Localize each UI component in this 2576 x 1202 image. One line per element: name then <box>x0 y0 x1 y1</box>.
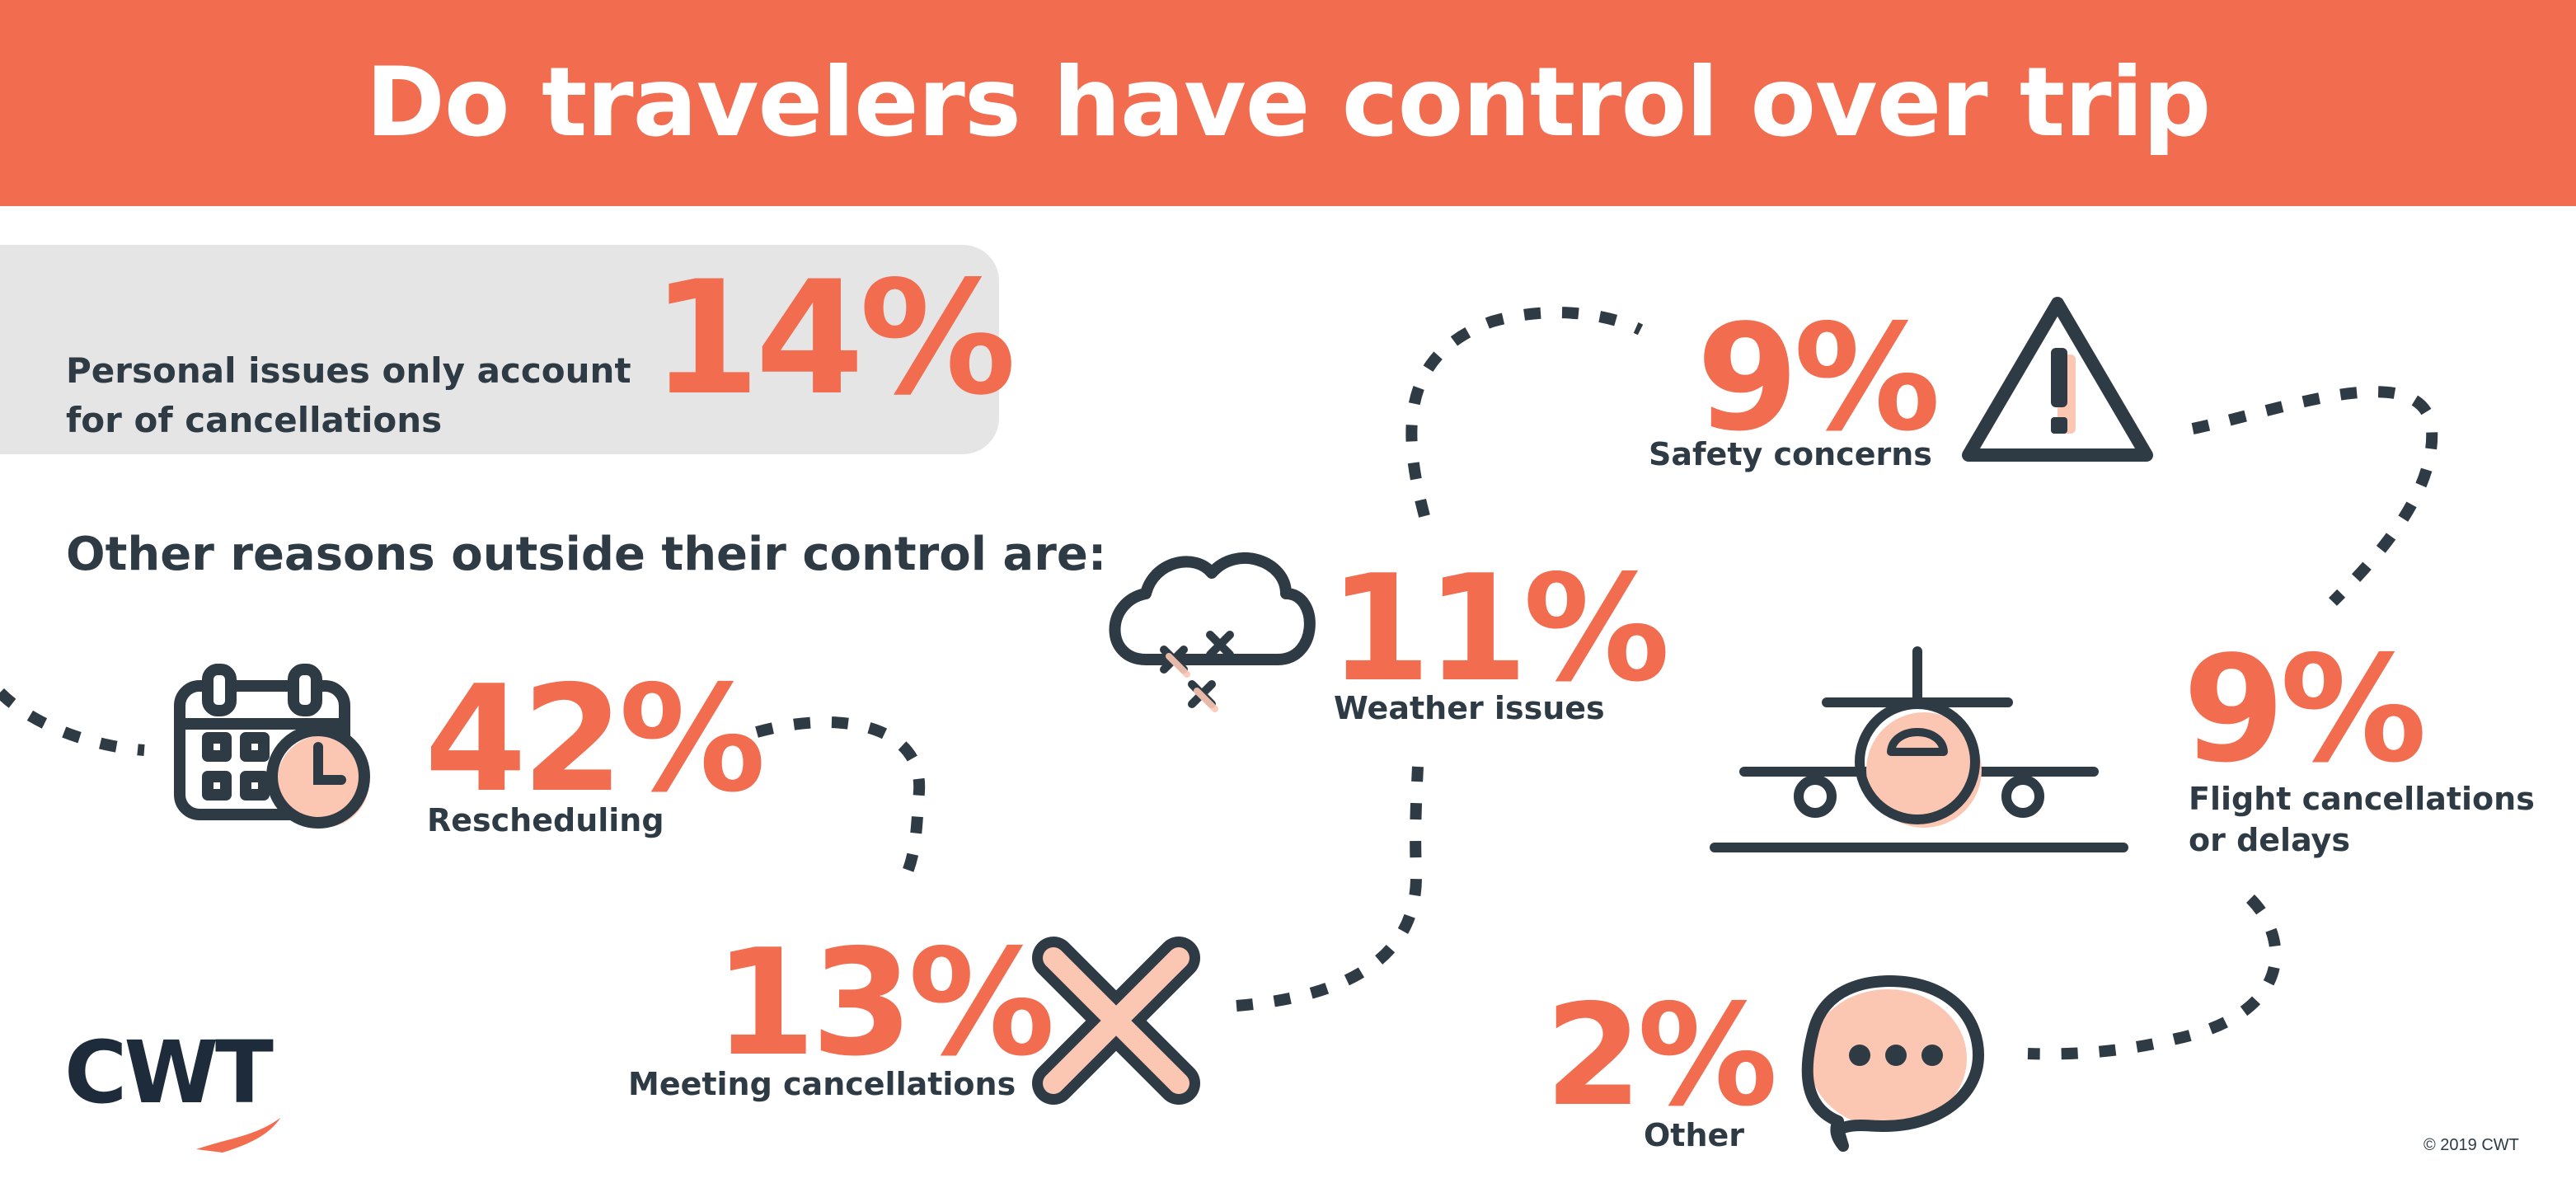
personal-issues-text: Personal issues only account for of canc… <box>66 350 631 440</box>
flight-cancellations-label-line1: Flight cancellations <box>2189 781 2535 817</box>
rescheduling-percent: 42% <box>425 654 766 824</box>
flight-cancellations-percent: 9% <box>2183 624 2427 795</box>
other-reasons-heading: Other reasons outside their control are: <box>66 528 1107 581</box>
safety-concerns-label: Safety concerns <box>1649 436 1932 472</box>
safety-concerns-percent: 9% <box>1696 293 1940 463</box>
rescheduling-label: Rescheduling <box>427 802 664 838</box>
copyright: © 2019 CWT <box>2424 1136 2519 1154</box>
flight-cancellations-label-line2: or delays <box>2189 822 2350 858</box>
meeting-cancellations-label: Meeting cancellations <box>628 1066 1016 1102</box>
cwt-logo: CWT <box>64 1022 274 1123</box>
header-banner: Do travelers have control over trip canc… <box>0 0 2576 364</box>
other-percent: 2% <box>1545 974 1778 1138</box>
meeting-cancellations-percent: 13% <box>714 918 1055 1088</box>
personal-issues-box <box>0 245 999 454</box>
weather-issues-percent: 11% <box>1329 543 1670 714</box>
weather-issues-label: Weather issues <box>1334 690 1605 726</box>
other-label: Other <box>1644 1117 1745 1153</box>
personal-issues-percent: 14% <box>651 247 1016 430</box>
